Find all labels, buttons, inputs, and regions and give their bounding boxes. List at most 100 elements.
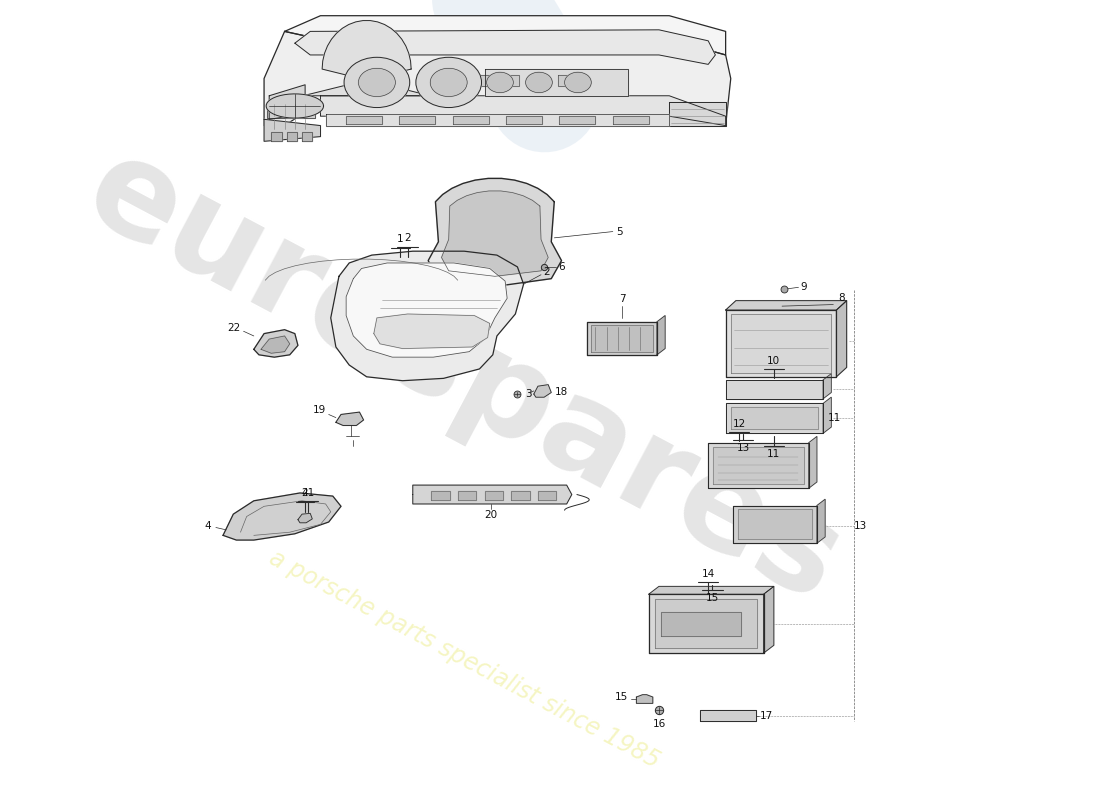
Polygon shape	[512, 490, 530, 500]
Polygon shape	[534, 385, 551, 397]
Circle shape	[359, 68, 395, 97]
Polygon shape	[267, 102, 316, 118]
Polygon shape	[441, 191, 548, 276]
Polygon shape	[700, 710, 757, 721]
Text: 13: 13	[854, 521, 867, 531]
Polygon shape	[453, 116, 488, 124]
Polygon shape	[458, 490, 476, 500]
Polygon shape	[485, 69, 628, 96]
Polygon shape	[264, 119, 320, 142]
Text: 6: 6	[559, 262, 565, 272]
Circle shape	[486, 72, 514, 93]
Text: 5: 5	[616, 226, 623, 237]
Polygon shape	[374, 314, 490, 349]
Polygon shape	[500, 74, 519, 86]
Polygon shape	[637, 694, 652, 703]
Text: 10: 10	[768, 356, 780, 366]
Polygon shape	[669, 102, 726, 126]
Polygon shape	[538, 490, 557, 500]
Text: 2: 2	[543, 267, 550, 278]
Polygon shape	[587, 322, 657, 355]
Circle shape	[564, 72, 592, 93]
Polygon shape	[285, 16, 726, 55]
Polygon shape	[708, 442, 808, 488]
Text: 4: 4	[301, 489, 308, 498]
Polygon shape	[272, 132, 282, 142]
Polygon shape	[559, 74, 576, 86]
Circle shape	[344, 58, 409, 107]
Polygon shape	[730, 314, 832, 373]
Polygon shape	[254, 330, 298, 357]
Polygon shape	[817, 499, 825, 543]
Polygon shape	[346, 263, 507, 357]
Polygon shape	[264, 31, 730, 126]
Polygon shape	[428, 178, 561, 286]
Polygon shape	[823, 374, 832, 398]
Polygon shape	[726, 310, 836, 377]
Polygon shape	[657, 315, 665, 355]
Polygon shape	[506, 116, 542, 124]
Polygon shape	[304, 21, 430, 96]
Polygon shape	[443, 74, 462, 86]
Polygon shape	[649, 586, 773, 594]
Polygon shape	[270, 85, 305, 119]
Polygon shape	[661, 612, 741, 636]
Text: 11: 11	[828, 413, 842, 422]
Text: 7: 7	[618, 294, 625, 304]
Polygon shape	[326, 114, 669, 126]
Polygon shape	[331, 251, 524, 381]
Text: eurospares: eurospares	[66, 125, 862, 629]
Polygon shape	[336, 412, 364, 426]
Polygon shape	[399, 116, 436, 124]
Polygon shape	[726, 403, 823, 434]
Text: 11: 11	[767, 449, 781, 459]
Polygon shape	[287, 132, 297, 142]
Polygon shape	[431, 490, 450, 500]
Polygon shape	[733, 506, 817, 543]
Polygon shape	[223, 493, 341, 540]
Text: 13: 13	[736, 442, 750, 453]
Text: 16: 16	[652, 719, 666, 729]
Polygon shape	[266, 94, 323, 118]
Polygon shape	[485, 490, 503, 500]
Polygon shape	[726, 380, 823, 398]
Polygon shape	[592, 325, 652, 352]
Text: 9: 9	[801, 282, 807, 292]
Polygon shape	[320, 96, 726, 126]
Circle shape	[416, 58, 482, 107]
Text: 4: 4	[205, 521, 211, 531]
Polygon shape	[472, 74, 491, 86]
Polygon shape	[649, 594, 763, 653]
Text: 3: 3	[526, 389, 532, 399]
Text: 19: 19	[312, 405, 326, 414]
Text: 12: 12	[733, 419, 746, 430]
Text: 1: 1	[397, 234, 404, 244]
Text: 21: 21	[301, 488, 315, 498]
Polygon shape	[613, 116, 649, 124]
Polygon shape	[295, 30, 715, 64]
Polygon shape	[738, 510, 812, 539]
Text: 8: 8	[838, 293, 845, 303]
Polygon shape	[654, 599, 758, 648]
Text: 15: 15	[706, 594, 719, 603]
Text: 20: 20	[484, 510, 497, 520]
Polygon shape	[412, 485, 572, 504]
Text: 15: 15	[615, 692, 628, 702]
Text: 14: 14	[702, 570, 715, 579]
Polygon shape	[823, 397, 832, 434]
Text: 22: 22	[228, 323, 241, 333]
Polygon shape	[726, 301, 847, 310]
Polygon shape	[808, 437, 817, 488]
Polygon shape	[530, 74, 548, 86]
Polygon shape	[763, 586, 773, 653]
Text: 17: 17	[759, 711, 772, 721]
Polygon shape	[302, 132, 312, 142]
Text: 2: 2	[405, 234, 411, 243]
Polygon shape	[346, 116, 382, 124]
Polygon shape	[298, 514, 312, 522]
Polygon shape	[730, 407, 818, 430]
Polygon shape	[560, 116, 595, 124]
Polygon shape	[713, 446, 804, 484]
Circle shape	[430, 68, 468, 97]
Polygon shape	[836, 301, 847, 377]
